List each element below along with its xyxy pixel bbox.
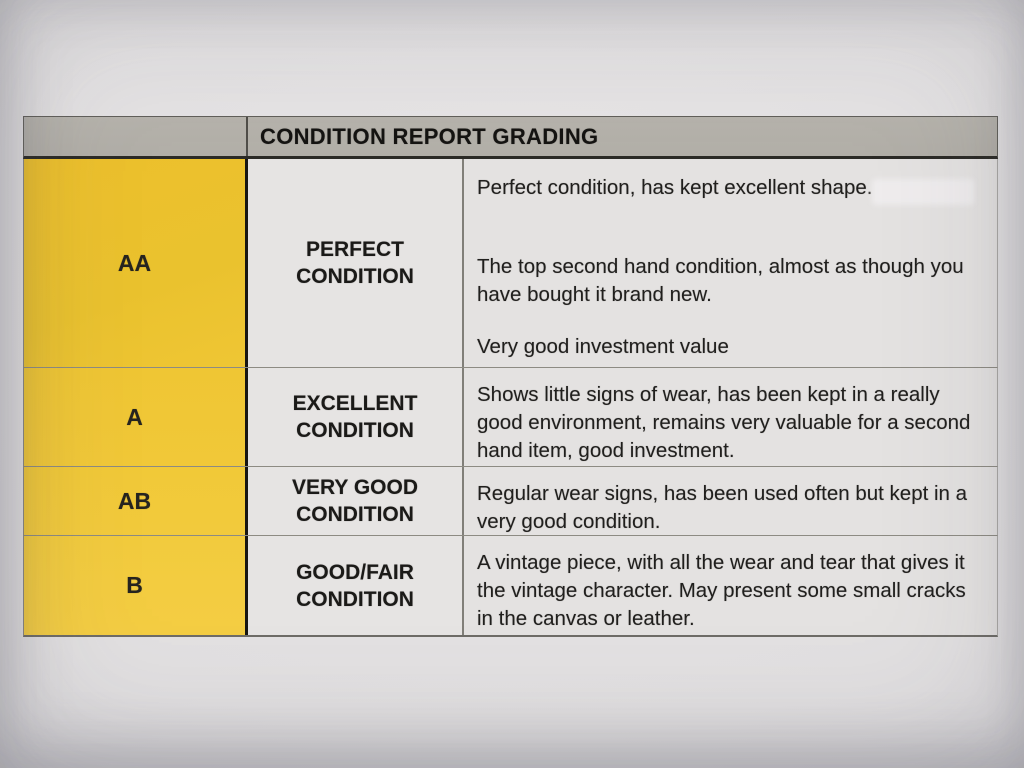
grade-code-b: B	[24, 536, 248, 635]
whiteout-patch	[872, 179, 974, 205]
description-paragraph: Perfect condition, has kept excellent sh…	[477, 176, 873, 199]
grade-code-aa: AA	[24, 159, 248, 367]
condition-name: VERY GOOD CONDITION	[248, 467, 464, 535]
description-paragraph: The top second hand condition, almost as…	[477, 255, 964, 306]
header-grade-column-cell	[24, 117, 248, 156]
grade-code-ab: AB	[24, 467, 248, 535]
table-row-ab: AB VERY GOOD CONDITION Regular wear sign…	[23, 466, 998, 535]
table-row-aa: AA PERFECT CONDITION Perfect condition, …	[23, 159, 998, 367]
condition-name: GOOD/FAIR CONDITION	[248, 536, 464, 635]
table-title: CONDITION REPORT GRADING	[260, 123, 599, 149]
description-paragraph: Shows little signs of wear, has been kep…	[477, 383, 971, 462]
condition-name: EXCELLENT CONDITION	[248, 368, 464, 466]
condition-description: Shows little signs of wear, has been kep…	[464, 368, 997, 466]
table-row-a: A EXCELLENT CONDITION Shows little signs…	[23, 367, 998, 466]
table-header-row: CONDITION REPORT GRADING	[23, 116, 998, 159]
description-paragraph: Very good investment value	[477, 335, 729, 358]
description-paragraph: A vintage piece, with all the wear and t…	[477, 551, 966, 630]
condition-description: A vintage piece, with all the wear and t…	[464, 536, 997, 635]
description-paragraph: Regular wear signs, has been used often …	[477, 482, 968, 533]
grade-code-a: A	[24, 368, 248, 466]
condition-name: PERFECT CONDITION	[248, 159, 464, 367]
condition-description: Regular wear signs, has been used often …	[464, 467, 997, 535]
condition-grading-table: CONDITION REPORT GRADING AA PERFECT COND…	[23, 116, 998, 637]
table-row-b: B GOOD/FAIR CONDITION A vintage piece, w…	[23, 535, 998, 637]
